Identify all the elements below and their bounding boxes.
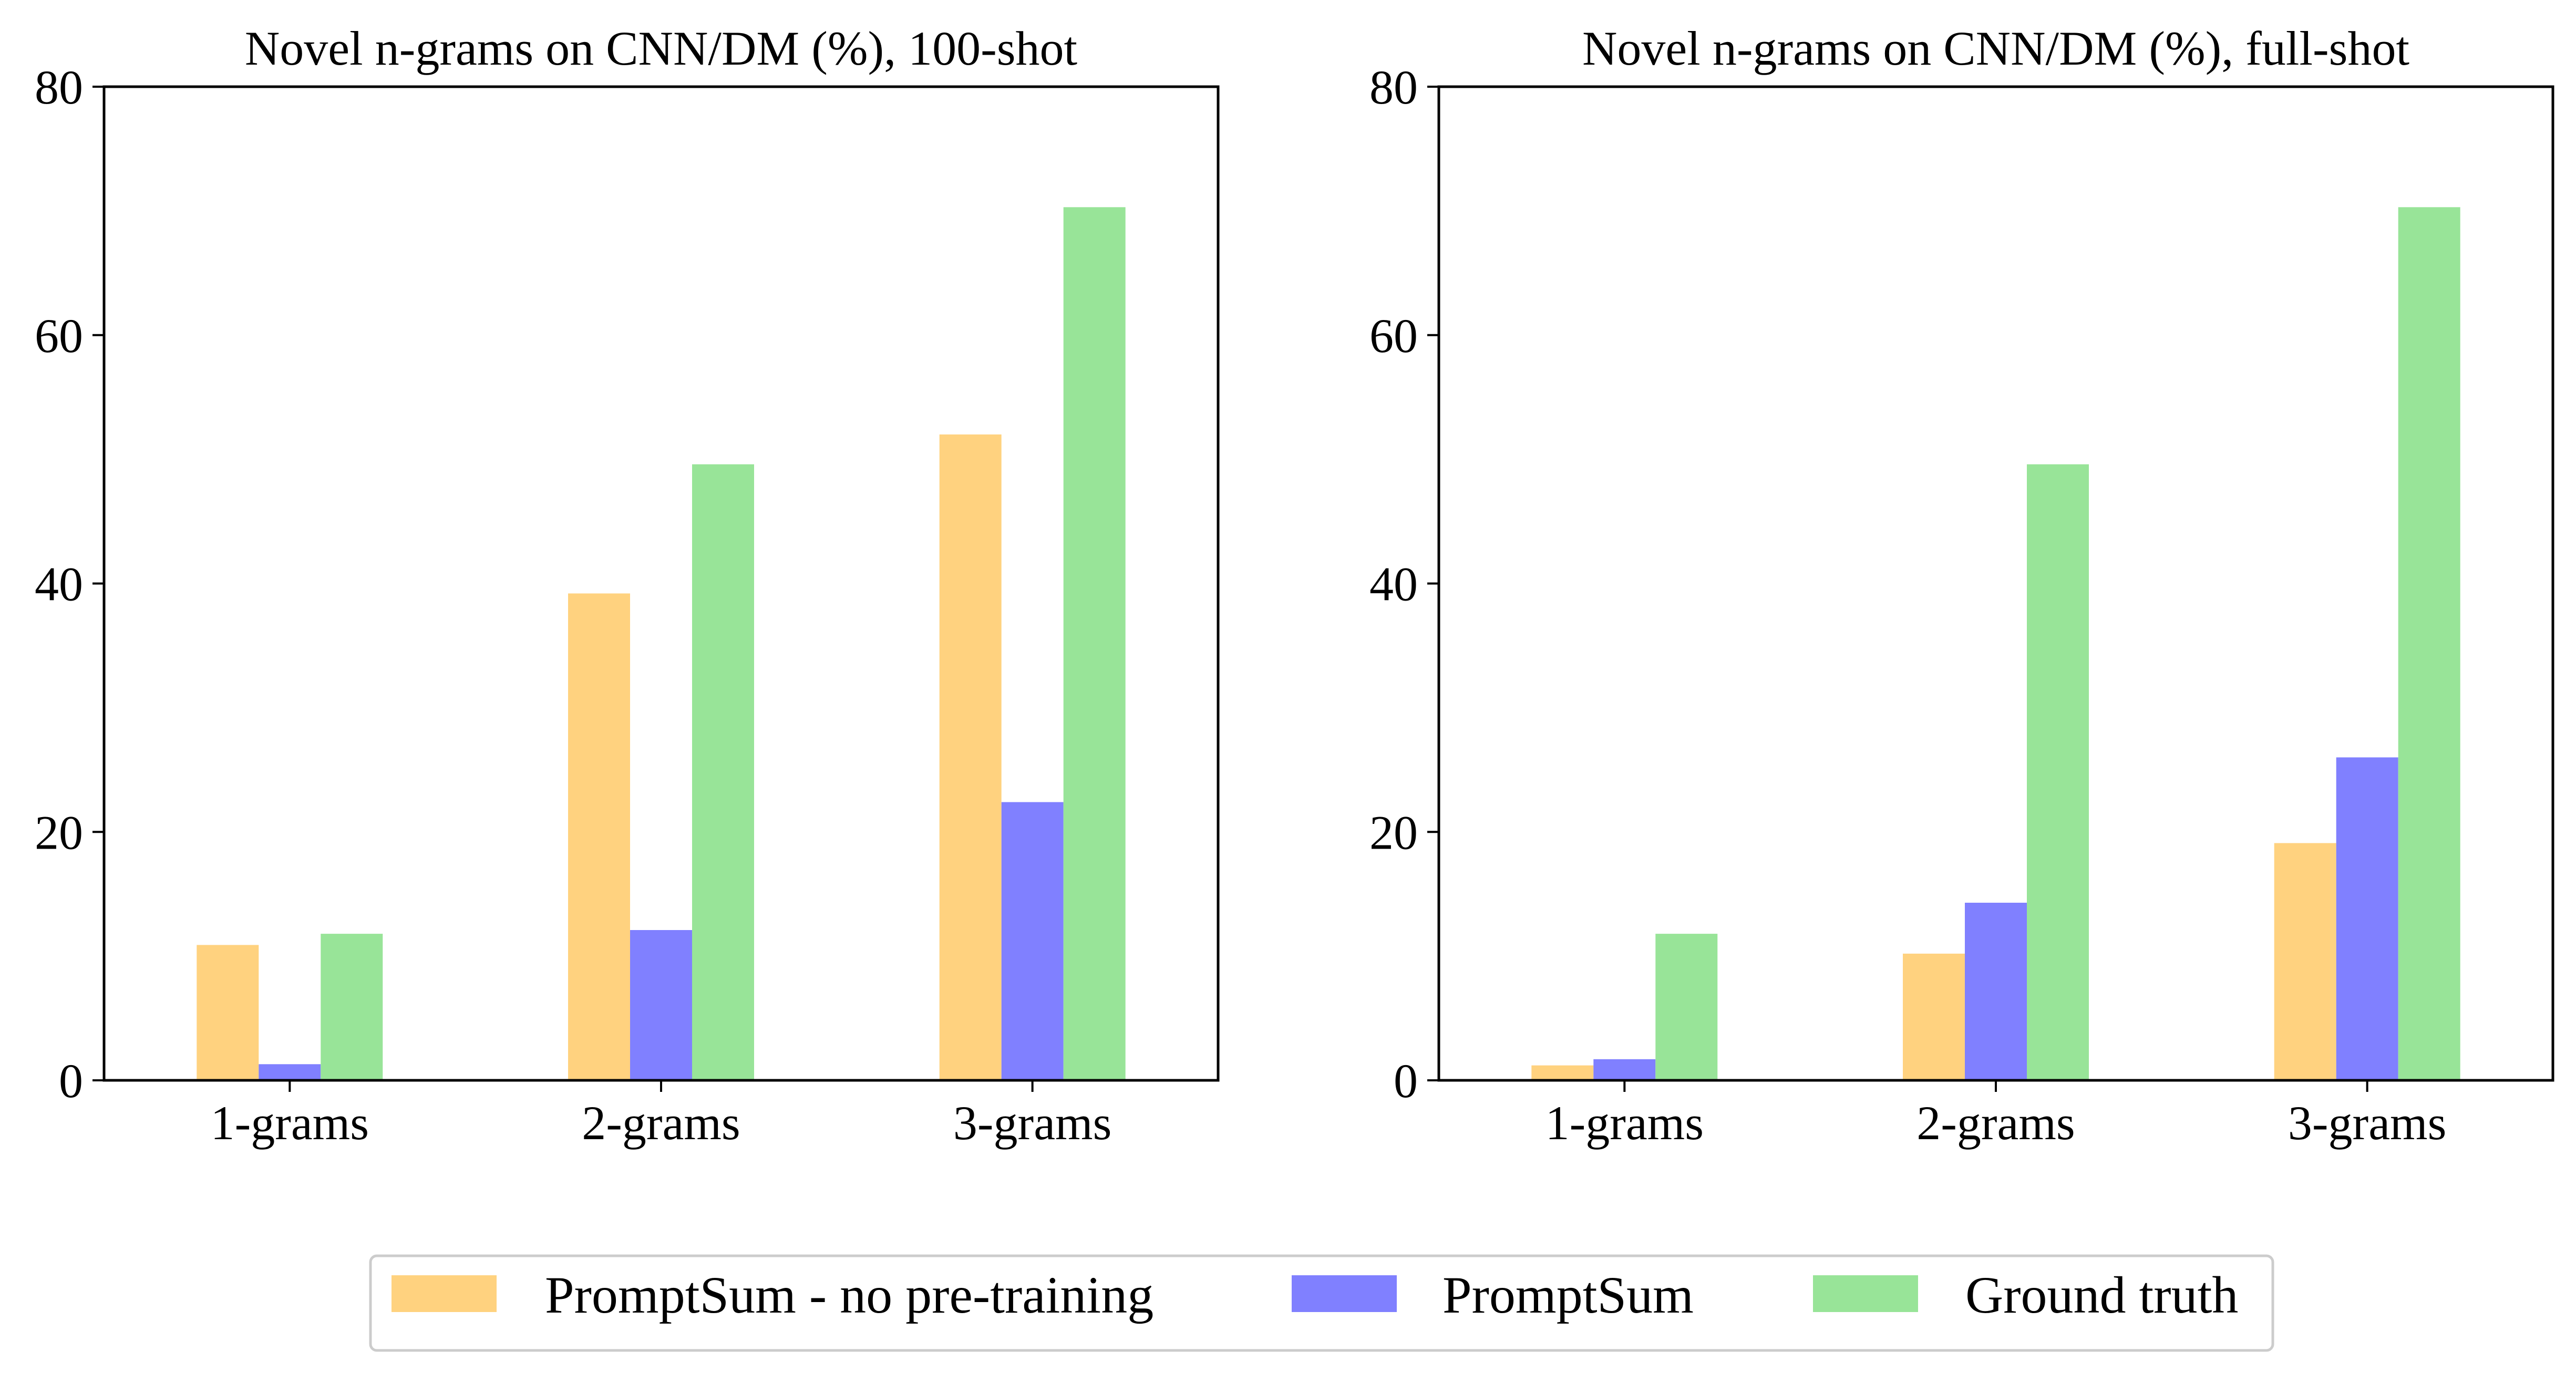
y-tick-label: 60 (1369, 309, 1418, 363)
chart-title: Novel n-grams on CNN/DM (%), 100-shot (245, 22, 1078, 75)
legend-label-0: PromptSum - no pre-training (545, 1266, 1153, 1324)
legend-label-2: Ground truth (1965, 1266, 2238, 1324)
legend-swatch-0 (391, 1275, 497, 1312)
legend-label-1: PromptSum (1442, 1266, 1694, 1324)
legend-swatch-2 (1813, 1275, 1918, 1312)
legend: PromptSum - no pre-training PromptSum Gr… (369, 1254, 2274, 1352)
y-tick-label: 40 (35, 558, 83, 611)
bar-2-grams-series-0 (1903, 953, 1965, 1080)
chart-panel-100-shot: 1-grams 2-grams 3-grams 0 20 40 60 80 Novel n-gr… (35, 22, 1220, 1150)
bar-3-grams-series-0 (939, 434, 1002, 1080)
x-tick-label: 3-grams (2288, 1096, 2446, 1150)
y-tick-label: 20 (1369, 806, 1418, 859)
legend-swatch-1 (1292, 1275, 1397, 1312)
bar-3-grams-series-2 (1063, 207, 1126, 1080)
y-tick-label: 20 (35, 806, 83, 859)
bar-1-grams-series-0 (197, 945, 259, 1080)
y-tick-label: 80 (35, 60, 83, 114)
y-tick-label: 0 (59, 1054, 83, 1108)
y-tick-label: 0 (1394, 1054, 1418, 1108)
bar-3-grams-series-1 (2336, 757, 2398, 1080)
x-tick-label: 1-grams (211, 1096, 369, 1150)
bar-3-grams-series-0 (2274, 843, 2336, 1080)
bar-2-grams-series-2 (2027, 464, 2089, 1080)
bar-1-grams-series-1 (1593, 1059, 1656, 1080)
bar-2-grams-series-1 (630, 930, 692, 1080)
chart-title: Novel n-grams on CNN/DM (%), full-shot (1582, 22, 2409, 75)
plot-frame (102, 85, 1220, 1082)
y-tick-label: 60 (35, 309, 83, 363)
bar-1-grams-series-2 (321, 934, 383, 1080)
bar-1-grams-series-1 (259, 1064, 321, 1080)
y-tick-label: 40 (1369, 558, 1418, 611)
bar-2-grams-series-1 (1965, 903, 2027, 1080)
bar-3-grams-series-2 (2398, 207, 2460, 1080)
x-tick-label: 2-grams (582, 1096, 740, 1150)
bar-1-grams-series-0 (1531, 1065, 1594, 1080)
y-tick-label: 80 (1369, 60, 1418, 114)
bar-3-grams-series-1 (1001, 802, 1064, 1080)
plot-frame (1437, 85, 2554, 1082)
x-tick-label: 2-grams (1916, 1096, 2075, 1150)
x-tick-label: 1-grams (1545, 1096, 1704, 1150)
bar-2-grams-series-0 (568, 593, 630, 1080)
chart-panel-full-shot: 1-grams 2-grams 3-grams 0 20 40 60 80 Novel n-gr… (1369, 22, 2554, 1150)
bar-2-grams-series-2 (692, 464, 754, 1080)
x-tick-label: 3-grams (953, 1096, 1111, 1150)
bar-1-grams-series-2 (1655, 934, 1718, 1080)
